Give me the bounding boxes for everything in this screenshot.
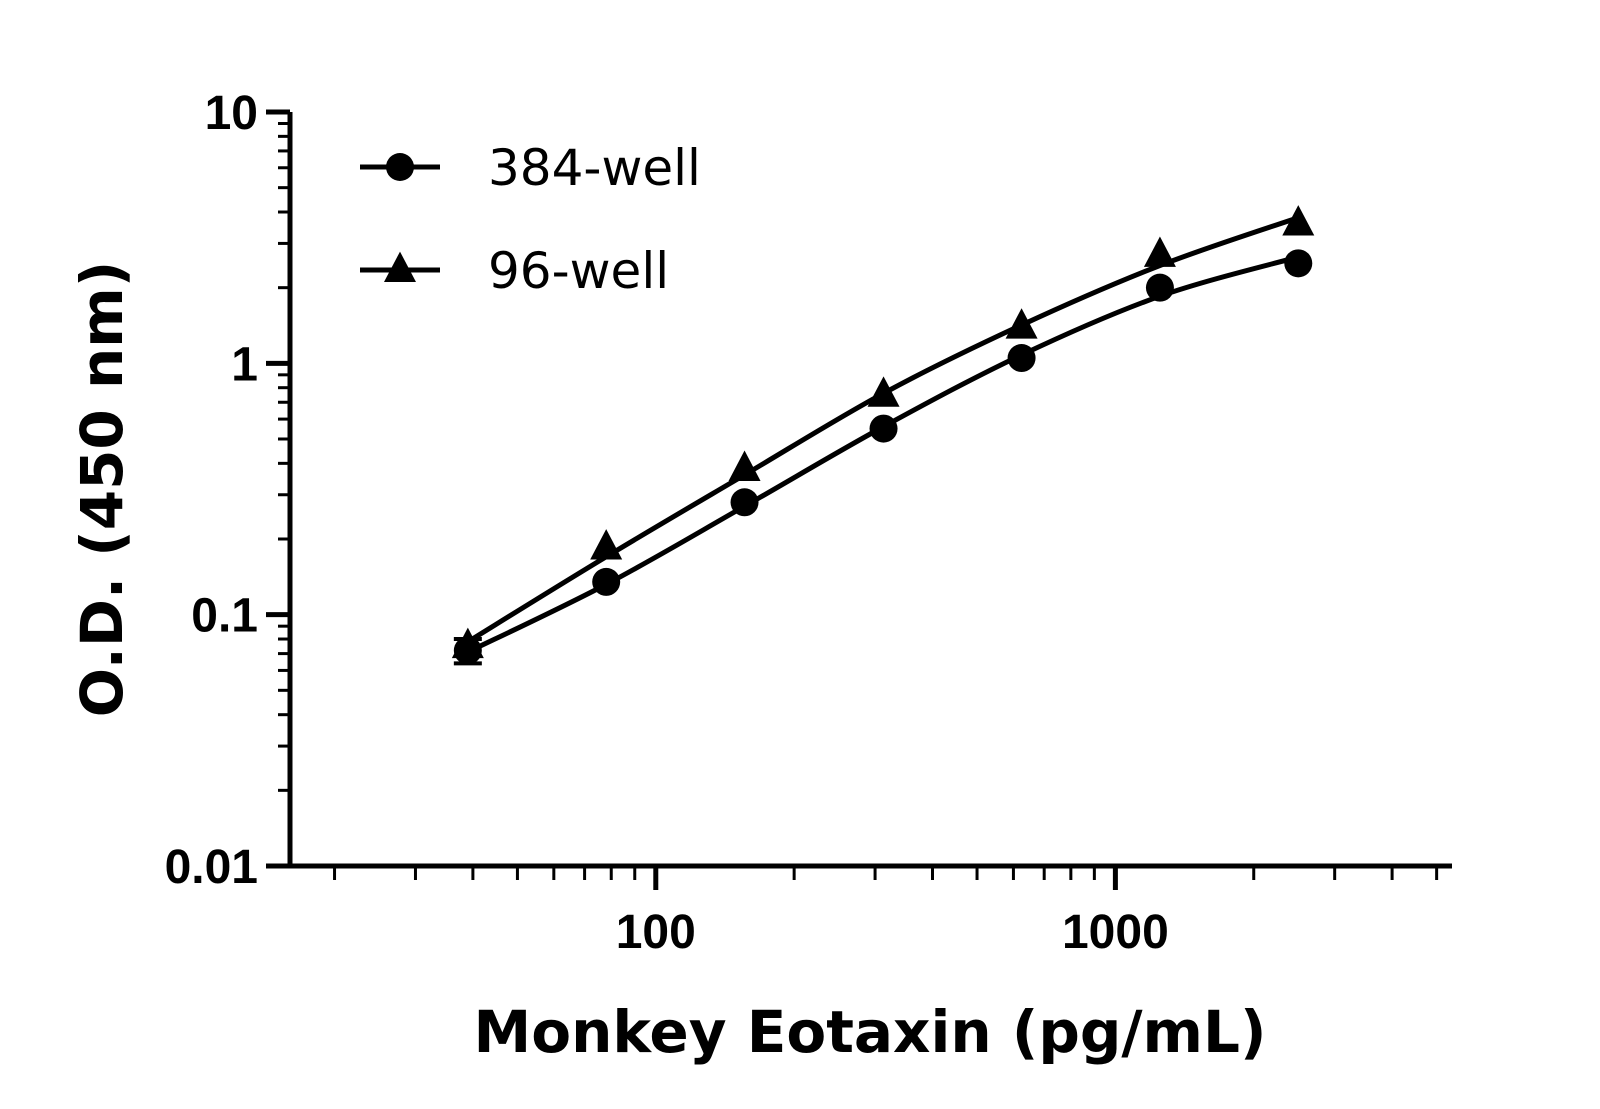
data-point-96-well	[1282, 205, 1315, 236]
legend: 384-well 96-well	[360, 139, 701, 300]
data-point-384-well	[1007, 344, 1036, 373]
axes	[287, 112, 1452, 869]
x-axis-title: Monkey Eotaxin (pg/mL)	[474, 998, 1267, 1066]
data-point-96-well	[867, 376, 900, 407]
y-axis-title: O.D. (450 nm)	[68, 261, 136, 717]
plot-area	[451, 205, 1315, 666]
legend-label: 384-well	[488, 139, 701, 197]
x-tick-label: 1000	[1062, 906, 1169, 959]
y-tick-label: 0.01	[165, 841, 258, 894]
y-tick-label: 0.1	[191, 590, 258, 643]
data-point-384-well	[730, 488, 759, 517]
legend-label: 96-well	[488, 242, 669, 300]
data-point-96-well	[1143, 236, 1176, 267]
data-point-96-well	[590, 529, 623, 560]
series-line-384-well	[466, 254, 1299, 655]
x-tick-label: 100	[616, 906, 696, 959]
data-point-384-well	[1145, 273, 1174, 302]
data-point-384-well	[1284, 249, 1313, 278]
y-tick-label: 1	[231, 338, 258, 391]
legend-marker	[384, 251, 416, 282]
data-point-96-well	[1005, 308, 1038, 339]
data-point-384-well	[592, 567, 621, 596]
data-point-96-well	[728, 450, 761, 481]
legend-marker	[386, 153, 414, 181]
y-tick-label: 10	[205, 87, 258, 140]
data-point-384-well	[869, 414, 898, 443]
ticks: 10 1 0.1 0.01 100 1000	[165, 87, 1439, 959]
data-point-96-well	[451, 627, 484, 659]
